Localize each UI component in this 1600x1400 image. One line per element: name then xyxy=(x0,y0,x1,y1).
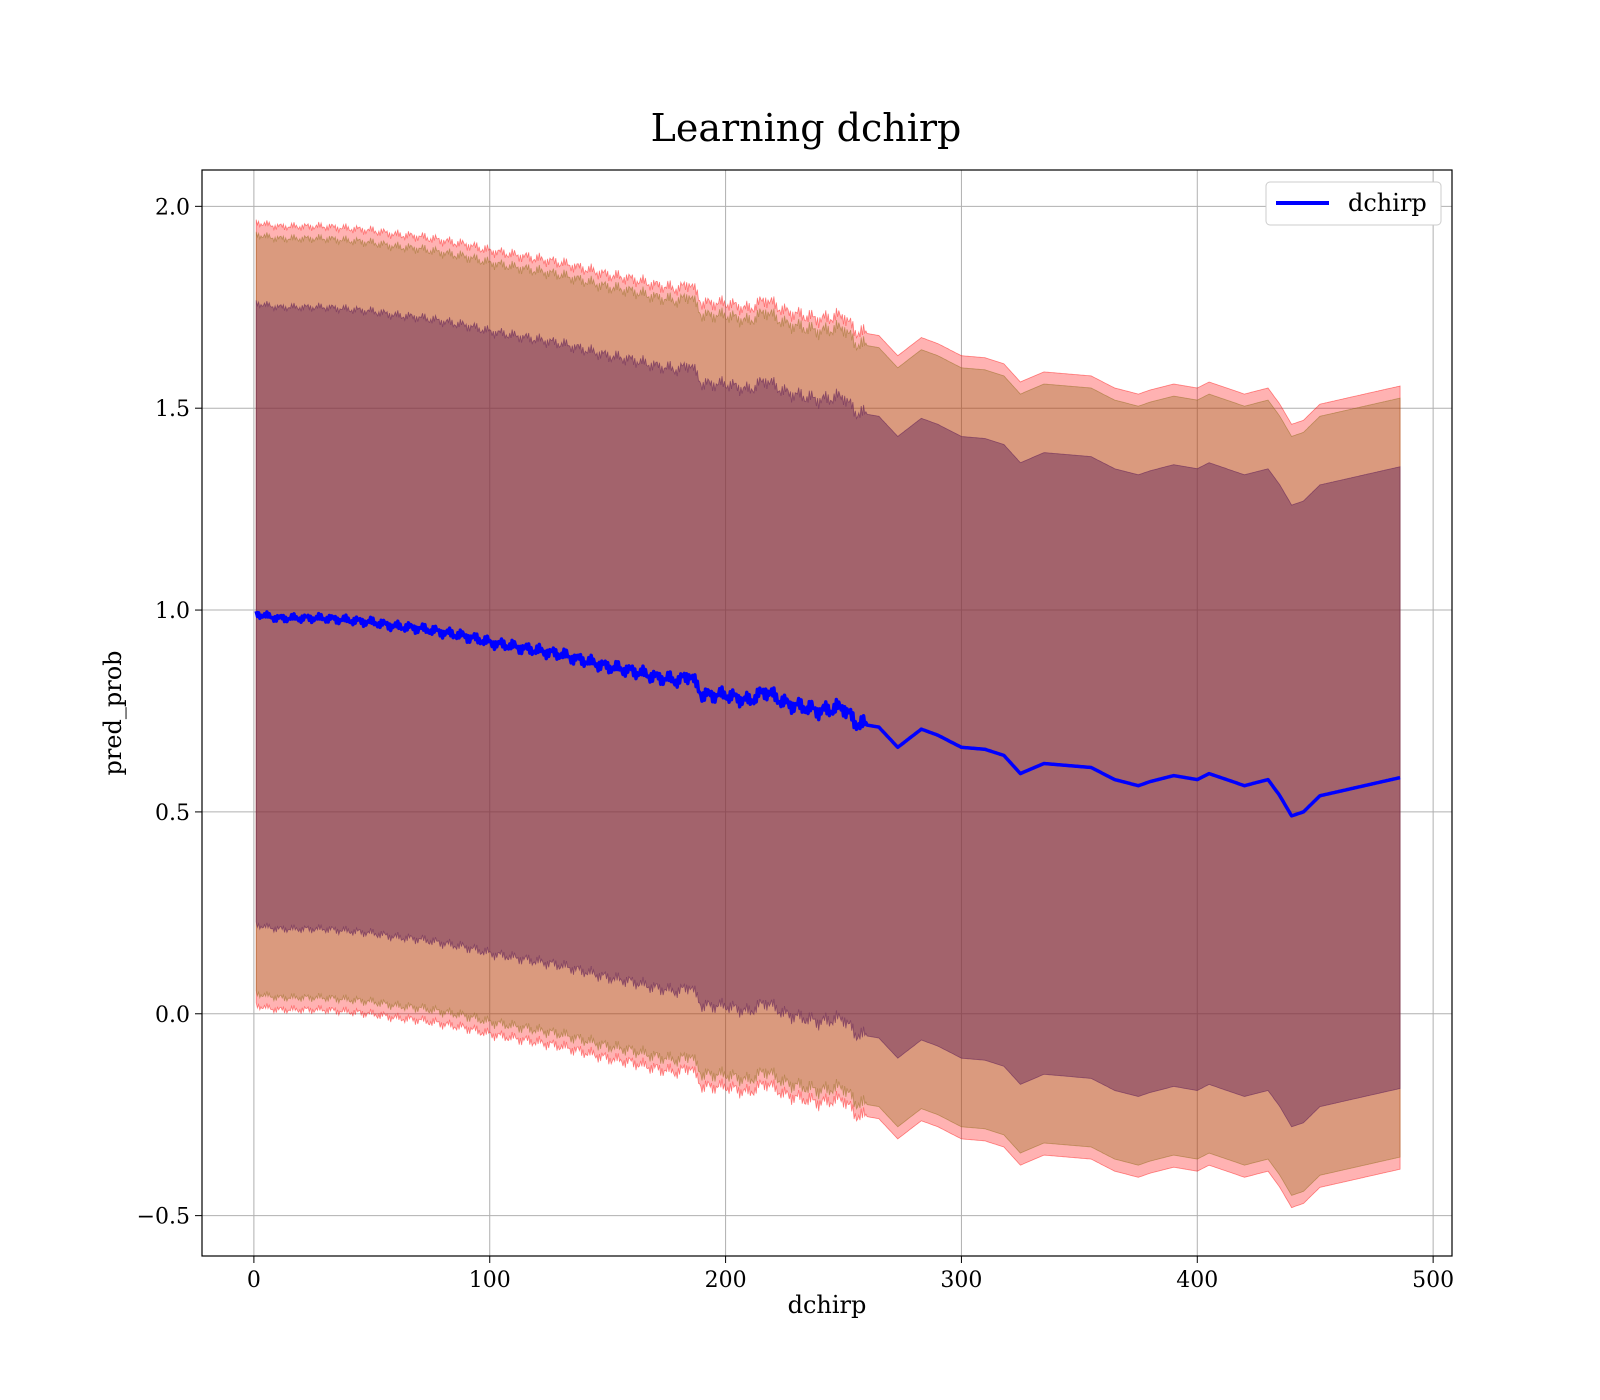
y-tick-label: 1.5 xyxy=(155,397,190,422)
x-tick-label: 300 xyxy=(940,1268,982,1293)
x-axis-label: dchirp xyxy=(788,1291,867,1319)
y-axis-label: pred_prob xyxy=(99,650,127,775)
legend-label-dchirp: dchirp xyxy=(1348,189,1427,217)
y-tick-label: 2.0 xyxy=(155,195,190,220)
plot-frame xyxy=(201,169,1453,1257)
x-tick-label: 100 xyxy=(469,1268,511,1293)
x-tick-label: 0 xyxy=(247,1268,261,1293)
axis-ticks: 0 100 200 300 400 500 −0.5 0.0 0.5 1.0 1.5 2.0 xyxy=(137,195,1455,1293)
series-line-dchirp xyxy=(254,610,1401,818)
legend: dchirp xyxy=(1265,181,1442,226)
x-tick-label: 400 xyxy=(1176,1268,1218,1293)
y-tick-label: 0.5 xyxy=(155,801,190,826)
x-tick-label: 500 xyxy=(1412,1268,1454,1293)
legend-box xyxy=(1265,181,1442,226)
y-tick-label: −0.5 xyxy=(137,1205,190,1230)
chart-title: Learning dchirp xyxy=(651,106,962,150)
y-tick-label: 1.0 xyxy=(155,599,190,624)
y-tick-label: 0.0 xyxy=(155,1003,190,1028)
x-tick-label: 200 xyxy=(705,1268,747,1293)
series-lines xyxy=(254,610,1401,818)
